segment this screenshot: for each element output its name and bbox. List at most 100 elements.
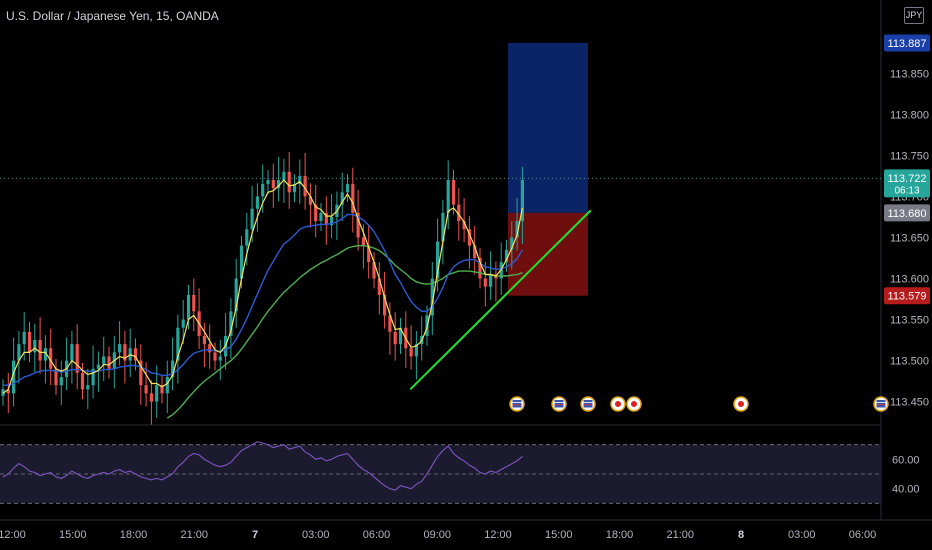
candle-body <box>75 344 79 373</box>
candle-body <box>229 311 233 336</box>
price-label-box <box>884 287 930 305</box>
price-label-box <box>884 204 930 222</box>
price-tick-label: 113.800 <box>890 109 929 121</box>
candle-body <box>192 294 196 312</box>
candle-body <box>441 212 445 242</box>
candle-body <box>457 204 461 222</box>
candle-body <box>483 278 487 287</box>
candle-body <box>340 192 344 205</box>
candle-body <box>176 327 180 361</box>
candle-body <box>107 356 111 369</box>
candle-body <box>303 175 307 197</box>
chart-title: U.S. Dollar / Japanese Yen, 15, OANDA <box>6 9 219 23</box>
candle-body <box>319 212 323 222</box>
candle-body <box>144 385 148 394</box>
candle-body <box>393 331 397 345</box>
candle-body <box>345 184 350 193</box>
candle-body <box>54 368 58 386</box>
price-tick-label: 113.850 <box>890 68 929 80</box>
candle-body <box>17 344 21 361</box>
candle-body <box>70 344 74 361</box>
candle-body <box>473 245 477 258</box>
candle-body <box>462 221 466 230</box>
candle-body <box>49 348 53 369</box>
jp-flag-icon <box>631 401 637 407</box>
candle-body <box>118 344 122 353</box>
candle-body <box>218 356 222 361</box>
rsi-line <box>2 441 523 491</box>
candle-body <box>467 229 471 246</box>
currency-button[interactable]: JPY <box>904 7 924 24</box>
candle-body <box>202 335 206 345</box>
candle-body <box>271 180 275 189</box>
time-tick-label: 09:00 <box>423 529 451 541</box>
rsi-band <box>0 444 881 504</box>
candle-body <box>6 389 10 394</box>
trend-line <box>409 209 592 390</box>
rsi-tick-label: 60.00 <box>892 454 920 466</box>
ma-slow-line <box>166 245 523 419</box>
time-tick-label: 12:00 <box>0 529 26 541</box>
time-tick-label: 06:00 <box>363 529 391 541</box>
time-tick-label: 18:00 <box>606 529 634 541</box>
candle-body <box>245 229 249 246</box>
candle-body <box>478 257 482 279</box>
price-label-text: 113.887 <box>888 38 927 50</box>
candle-body <box>208 344 212 353</box>
candle-body <box>22 331 26 345</box>
us-flag-icon <box>876 400 886 408</box>
candle-body <box>287 171 291 193</box>
candle-body <box>160 385 164 394</box>
candle-body <box>234 278 238 312</box>
time-tick-label: 7 <box>252 529 258 541</box>
candle-body <box>239 245 244 279</box>
candle-body <box>250 208 254 230</box>
candle-body <box>149 393 153 402</box>
candle-body <box>33 340 37 353</box>
candle-body <box>171 360 175 377</box>
time-tick-label: 21:00 <box>666 529 694 541</box>
candle-body <box>436 241 440 279</box>
candle-body <box>430 278 434 316</box>
candle-body <box>356 212 360 238</box>
candle-body <box>139 360 143 386</box>
candle-body <box>330 216 334 226</box>
candle-body <box>86 385 90 390</box>
candle-body <box>1 389 5 396</box>
candle-body <box>398 327 403 345</box>
jp-flag-icon <box>738 401 744 407</box>
time-tick-label: 12:00 <box>484 529 512 541</box>
ma-fast-line <box>2 179 523 394</box>
time-tick-label: 15:00 <box>59 529 87 541</box>
rsi-tick-label: 40.00 <box>892 484 920 496</box>
candle-body <box>383 294 387 316</box>
candle-body <box>59 376 63 386</box>
price-tick-label: 113.550 <box>890 315 929 327</box>
candles <box>1 152 524 425</box>
candle-body <box>102 356 106 365</box>
candle-body <box>504 249 509 263</box>
candle-body <box>308 196 312 205</box>
candle-body <box>80 372 85 390</box>
price-label-text: 113.680 <box>888 208 927 220</box>
candle-body <box>377 278 381 295</box>
price-tick-label: 113.600 <box>890 273 929 285</box>
time-tick-label: 21:00 <box>180 529 208 541</box>
candle-body <box>292 184 297 193</box>
candle-body <box>298 175 302 185</box>
candle-body <box>414 344 418 357</box>
us-flag-icon <box>512 400 522 408</box>
candle-body <box>155 385 159 402</box>
jp-flag-icon <box>615 401 621 407</box>
price-label-text: 113.722 <box>888 173 927 185</box>
time-tick-label: 03:00 <box>302 529 330 541</box>
price-label-box <box>884 169 930 198</box>
ma-mid-line <box>3 213 524 386</box>
candle-body <box>181 319 185 328</box>
price-tick-label: 113.450 <box>890 397 929 409</box>
candle-body <box>186 294 191 320</box>
candle-body <box>324 212 328 226</box>
position-target-zone <box>508 42 588 213</box>
candle-body <box>489 274 493 287</box>
